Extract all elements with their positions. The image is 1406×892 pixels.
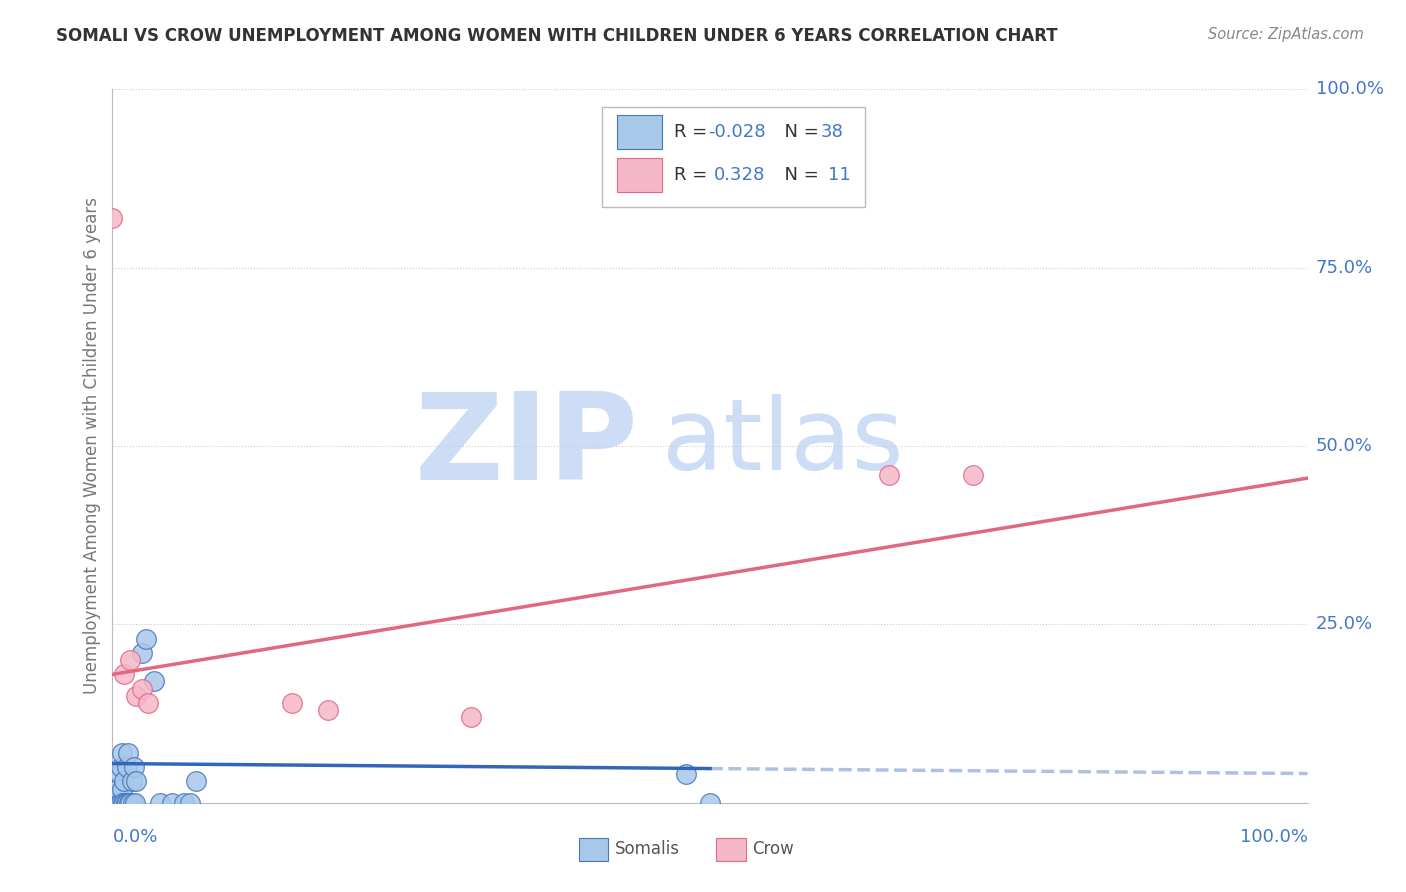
Point <box>120 796 142 810</box>
Bar <box>579 838 609 861</box>
Point <box>135 632 157 646</box>
Point <box>117 746 139 760</box>
Point <box>110 796 132 810</box>
Text: Somalis: Somalis <box>614 840 679 858</box>
Point <box>107 796 129 810</box>
Point <box>122 760 145 774</box>
Point <box>114 796 136 810</box>
Point <box>114 796 135 810</box>
Text: R =: R = <box>675 166 718 184</box>
Point <box>131 681 153 696</box>
Point <box>114 774 135 789</box>
Bar <box>602 107 865 207</box>
Text: N =: N = <box>773 166 831 184</box>
Point <box>101 796 124 810</box>
Point <box>111 781 134 796</box>
Point <box>121 796 143 810</box>
Point <box>877 467 900 482</box>
Text: 38: 38 <box>821 123 844 141</box>
Point <box>138 696 160 710</box>
Point <box>281 696 304 710</box>
Point <box>105 796 128 810</box>
Point <box>675 767 697 781</box>
Point <box>179 796 201 810</box>
Bar <box>617 158 662 192</box>
Point <box>124 796 146 810</box>
Text: SOMALI VS CROW UNEMPLOYMENT AMONG WOMEN WITH CHILDREN UNDER 6 YEARS CORRELATION : SOMALI VS CROW UNEMPLOYMENT AMONG WOMEN … <box>56 27 1057 45</box>
Text: 11: 11 <box>828 166 851 184</box>
Text: 100.0%: 100.0% <box>1316 80 1384 98</box>
Text: Source: ZipAtlas.com: Source: ZipAtlas.com <box>1208 27 1364 42</box>
Point <box>101 211 124 225</box>
Point <box>962 467 984 482</box>
Point <box>118 796 141 810</box>
Point <box>125 689 148 703</box>
Point <box>115 796 138 810</box>
Text: atlas: atlas <box>662 394 904 491</box>
Point <box>108 796 131 810</box>
Point <box>105 789 128 803</box>
Text: Crow: Crow <box>752 840 793 858</box>
Point <box>115 760 138 774</box>
Point <box>114 667 135 681</box>
Point <box>110 760 132 774</box>
Text: -0.028: -0.028 <box>707 123 765 141</box>
Text: 100.0%: 100.0% <box>1240 828 1308 846</box>
Text: N =: N = <box>773 123 825 141</box>
Text: 0.328: 0.328 <box>714 166 765 184</box>
Point <box>108 767 131 781</box>
Y-axis label: Unemployment Among Women with Children Under 6 years: Unemployment Among Women with Children U… <box>83 197 101 695</box>
Point <box>125 774 148 789</box>
Point <box>460 710 482 724</box>
Text: 0.0%: 0.0% <box>112 828 157 846</box>
Point <box>120 653 142 667</box>
Bar <box>617 115 662 149</box>
Point <box>162 796 183 810</box>
Point <box>143 674 166 689</box>
Point <box>131 646 153 660</box>
Text: R =: R = <box>675 123 713 141</box>
Point <box>316 703 339 717</box>
Point <box>173 796 195 810</box>
Point <box>112 796 135 810</box>
Point <box>103 796 125 810</box>
Point <box>149 796 172 810</box>
Point <box>121 774 143 789</box>
Point <box>699 796 721 810</box>
Point <box>111 746 134 760</box>
Text: ZIP: ZIP <box>415 387 638 505</box>
Point <box>105 796 128 810</box>
Text: 50.0%: 50.0% <box>1316 437 1372 455</box>
Bar <box>716 838 747 861</box>
Point <box>186 774 208 789</box>
Text: 25.0%: 25.0% <box>1316 615 1374 633</box>
Point <box>107 781 129 796</box>
Point <box>104 796 127 810</box>
Text: 75.0%: 75.0% <box>1316 259 1374 277</box>
